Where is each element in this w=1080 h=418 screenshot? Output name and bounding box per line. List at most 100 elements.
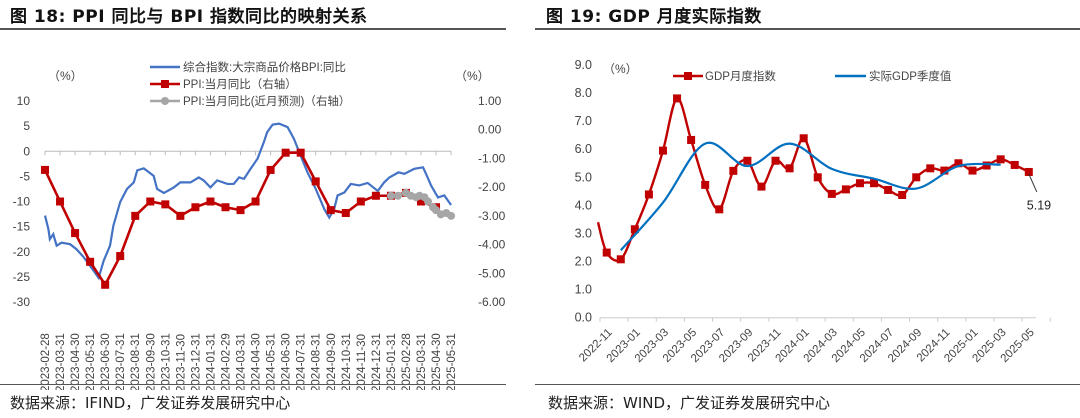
x-tick-label: 2024-04-30 bbox=[251, 333, 263, 390]
x-tick-label: 2023-01 bbox=[605, 327, 643, 365]
y-tick-label: 7.0 bbox=[575, 114, 592, 128]
x-tick-label: 2023-05 bbox=[661, 327, 699, 365]
legend-gdp-quarterly-label: 实际GDP季度值 bbox=[869, 69, 952, 83]
x-tick-label: 2023-12-31 bbox=[190, 333, 202, 390]
x-tick-label: 2023-07-31 bbox=[115, 333, 127, 390]
gdp-monthly-point bbox=[855, 179, 864, 188]
left-y-tick-label: 0 bbox=[23, 144, 30, 158]
right-y-tick-label: 1.00 bbox=[478, 94, 502, 108]
ppi-data-point bbox=[236, 206, 245, 215]
annotation-leader-line bbox=[1028, 173, 1038, 193]
gdp-monthly-point bbox=[743, 156, 752, 165]
gdp-monthly-point bbox=[996, 155, 1005, 164]
left-chart-title: 图 18: PPI 同比与 BPI 指数同比的映射关系 bbox=[10, 7, 368, 27]
bpi-series-line bbox=[43, 122, 452, 281]
y-tick-label: 5.0 bbox=[575, 170, 592, 184]
ppi-data-point bbox=[176, 211, 185, 220]
left-footer-rule bbox=[0, 384, 506, 385]
x-tick-label: 2024-07 bbox=[858, 327, 896, 365]
y-tick-label: 0.0 bbox=[575, 311, 592, 325]
left-y-tick-label: 5 bbox=[23, 119, 30, 133]
gdp-monthly-point bbox=[954, 159, 963, 168]
gdp-monthly-point bbox=[813, 173, 822, 182]
ppi-data-point bbox=[371, 191, 380, 200]
gdp-monthly-point bbox=[968, 166, 977, 175]
legend-gdp-monthly-label: GDP月度指数 bbox=[705, 69, 776, 83]
ppi-data-point bbox=[161, 200, 170, 209]
right-y-tick-label: -2.00 bbox=[478, 180, 506, 194]
ppi-data-point bbox=[417, 197, 425, 206]
ppi-data-point bbox=[86, 257, 95, 266]
x-tick-label: 2024-07-31 bbox=[296, 333, 308, 390]
left-source-note: 数据来源：IFIND，广发证券发展研究中心 bbox=[10, 394, 291, 412]
ppi-data-point bbox=[311, 177, 320, 186]
right-y-tick-label: -4.00 bbox=[478, 238, 506, 252]
ppi-data-point bbox=[191, 203, 200, 212]
gdp-monthly-point bbox=[644, 190, 653, 199]
gdp-monthly-point bbox=[1024, 167, 1033, 176]
left-y-tick-label: -20 bbox=[13, 245, 31, 259]
ppi-forecast-point bbox=[447, 211, 456, 220]
ppi-data-point bbox=[41, 165, 49, 174]
annotation-label: 5.19 bbox=[1027, 198, 1051, 212]
gdp-monthly-point bbox=[658, 146, 667, 155]
ppi-data-point bbox=[56, 197, 65, 206]
y-tick-label: 2.0 bbox=[575, 255, 592, 269]
ppi-data-point bbox=[116, 252, 125, 261]
x-tick-label: 2024-02-29 bbox=[220, 333, 232, 390]
left-title-rule bbox=[0, 28, 506, 30]
y-tick-label: 3.0 bbox=[575, 226, 592, 240]
right-y-tick-label: -3.00 bbox=[478, 209, 506, 223]
gdp-monthly-point bbox=[687, 135, 696, 144]
left-y-tick-label: -10 bbox=[13, 195, 31, 209]
ppi-data-point bbox=[131, 211, 140, 220]
x-tick-label: 2024-05-31 bbox=[266, 333, 278, 390]
legend-bpi-label: 综合指数:大宗商品价格BPI:同比 bbox=[183, 60, 346, 74]
ppi-data-point bbox=[146, 197, 155, 206]
right-title-rule bbox=[535, 28, 1080, 30]
x-tick-label: 2023-09-30 bbox=[145, 333, 157, 390]
gdp-monthly-point bbox=[912, 173, 921, 182]
gdp-quarterly-line bbox=[619, 141, 1001, 252]
gdp-monthly-point bbox=[616, 255, 625, 264]
x-tick-label: 2023-10-31 bbox=[160, 333, 172, 390]
ppi-bpi-chart: （%） （%） 10 5 0 -5 -10 -15 -20 -25 -30 1.00 0.00 -1.00… bbox=[13, 60, 506, 390]
x-tick-label: 2023-08-31 bbox=[130, 333, 142, 390]
ppi-data-point bbox=[251, 197, 260, 206]
right-chart-title: 图 19: GDP 月度实际指数 bbox=[546, 7, 762, 27]
y-tick-label: 4.0 bbox=[575, 198, 592, 212]
ppi-data-point bbox=[326, 206, 335, 215]
x-tick-label: 2025-02-28 bbox=[401, 333, 413, 390]
ppi-series-line bbox=[43, 151, 437, 288]
ppi-data-point bbox=[356, 197, 365, 206]
left-axis-unit: （%） bbox=[48, 69, 83, 83]
x-tick-label: 2023-03-31 bbox=[55, 333, 67, 390]
x-tick-label: 2023-03 bbox=[633, 327, 671, 365]
x-tick-label: 2024-06-30 bbox=[281, 333, 293, 390]
x-tick-label: 2024-11 bbox=[915, 327, 953, 365]
right-footer-rule bbox=[535, 384, 1080, 385]
x-tick-label: 2023-02-28 bbox=[40, 333, 52, 390]
x-tick-label: 2025-05-31 bbox=[446, 333, 458, 390]
left-y-tick-label: -25 bbox=[13, 270, 31, 284]
x-tick-label: 2024-03 bbox=[802, 327, 840, 365]
legend-forecast-label: PPI:当月同比(近月预测)（右轴） bbox=[183, 94, 350, 108]
x-tick-label: 2024-09-30 bbox=[326, 333, 338, 390]
x-tick-label: 2024-03-31 bbox=[236, 333, 248, 390]
x-tick-label: 2024-01 bbox=[773, 327, 811, 365]
right-source-note: 数据来源：WIND，广发证券发展研究中心 bbox=[548, 394, 831, 412]
y-tick-label: 1.0 bbox=[575, 283, 592, 297]
ppi-data-point bbox=[71, 229, 80, 238]
gdp-monthly-point bbox=[701, 180, 710, 189]
y-tick-label: 8.0 bbox=[575, 86, 592, 100]
gdp-monthly-point bbox=[799, 134, 808, 143]
gdp-monthly-point bbox=[673, 94, 682, 103]
left-y-tick-label: -5 bbox=[19, 169, 30, 183]
ppi-forecast-point bbox=[424, 197, 433, 206]
ppi-data-point bbox=[341, 208, 350, 217]
left-y-tick-label: 10 bbox=[17, 94, 31, 108]
x-tick-label: 2025-03 bbox=[970, 327, 1008, 365]
y-axis-unit: （%） bbox=[603, 62, 638, 76]
gdp-monthly-point bbox=[630, 225, 639, 234]
x-tick-label: 2024-12-31 bbox=[371, 333, 383, 390]
